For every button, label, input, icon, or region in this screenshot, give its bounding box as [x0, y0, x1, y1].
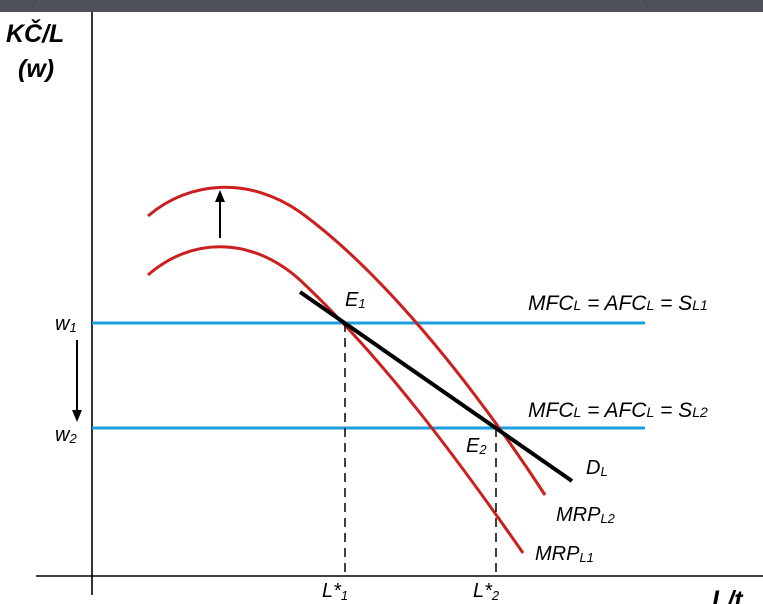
x-axis-label: L/t: [712, 586, 744, 604]
y-axis-unit: (w): [18, 55, 54, 83]
up-arrow-icon: [215, 190, 225, 238]
l2-star-label: L*2: [473, 580, 500, 603]
w1-label: w1: [55, 313, 77, 335]
e1-label: E1: [345, 289, 366, 311]
w2-label: w2: [55, 424, 77, 446]
l1-star-label: L*1: [322, 580, 348, 603]
supply-line-2-label: MFCL = AFCL = SL2: [528, 399, 708, 422]
demand-label: DL: [586, 457, 608, 479]
mrp-l1-curve: [147, 245, 525, 554]
demand-line: [298, 290, 574, 483]
mrp-l1-label: MRPL1: [535, 543, 594, 565]
supply-line-1-label: MFCL = AFCL = SL1: [528, 292, 708, 315]
down-arrow-icon: [72, 340, 82, 422]
mrp-l2-curve: [147, 185, 547, 496]
diagram-panel: [0, 12, 763, 604]
mrp-l2-label: MRPL2: [556, 504, 616, 526]
e2-label: E2: [466, 435, 487, 457]
y-axis-label: KČ/L: [6, 18, 64, 48]
